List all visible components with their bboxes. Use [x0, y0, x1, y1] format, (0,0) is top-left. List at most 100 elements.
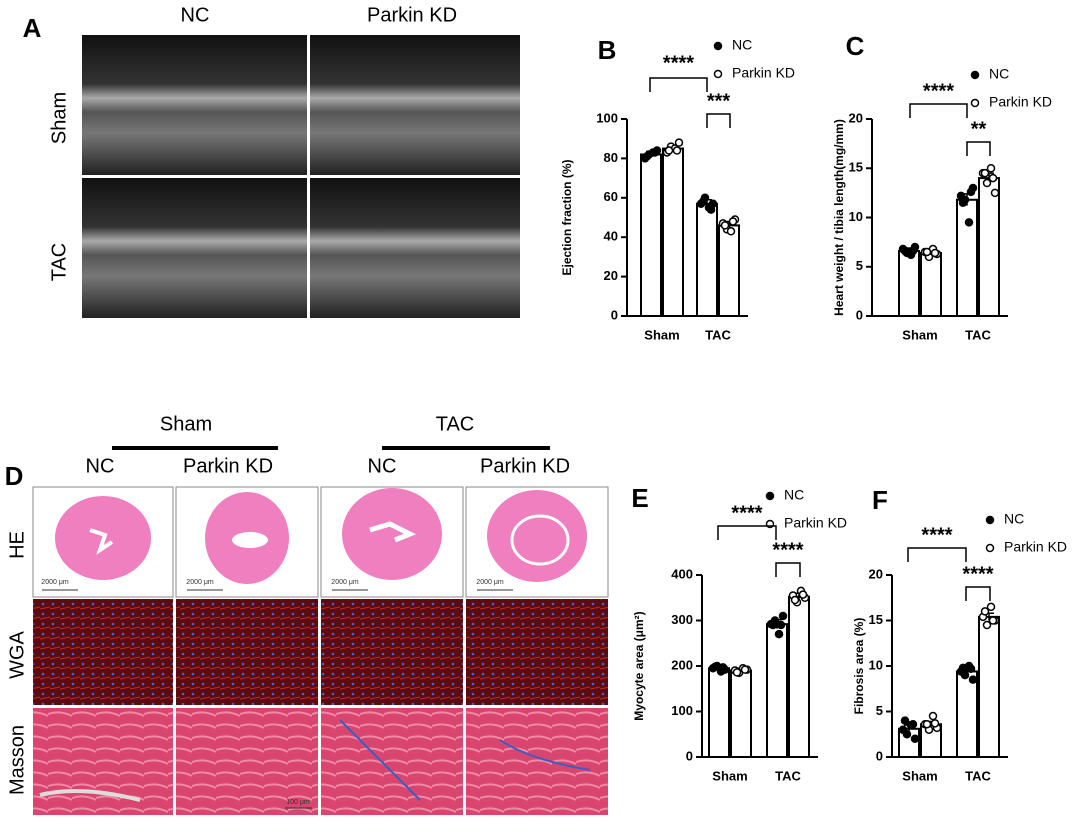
bar [788, 595, 810, 759]
panel-letter: E [631, 483, 648, 513]
legend-label: Parkin KD [1004, 539, 1067, 555]
row-label: Sham [48, 92, 70, 144]
data-point [726, 227, 736, 236]
y-tick-label: 300 [671, 612, 693, 627]
row-label: WGA [6, 630, 28, 678]
y-tick-label: 60 [604, 189, 618, 204]
data-point [930, 248, 940, 258]
scale-bar-label: 2000 μm [331, 579, 359, 586]
echo-images [82, 35, 520, 318]
data-point [900, 246, 910, 256]
y-tick-label: 400 [671, 566, 693, 581]
data-point [960, 670, 970, 680]
scale-bar-label: 2000 μm [476, 579, 504, 586]
group-label: TAC [436, 413, 475, 435]
data-point [728, 217, 738, 226]
data-point [988, 173, 998, 183]
data-point [988, 616, 998, 625]
column-label: Parkin KD [367, 4, 457, 26]
x-tick-label: Sham [712, 768, 747, 783]
data-point [958, 663, 968, 673]
bar [956, 670, 978, 759]
legend-label: Parkin KD [784, 515, 847, 531]
y-tick-label: 100 [671, 703, 693, 718]
y-tick-label: 0 [876, 748, 883, 763]
bar [708, 667, 730, 759]
x-tick-label: TAC [965, 327, 991, 342]
data-point [908, 719, 918, 729]
bar [696, 202, 718, 318]
significance-label: **** [772, 539, 803, 561]
y-tick-label: 5 [876, 703, 883, 718]
y-axis-label: Ejection fraction (%) [560, 159, 574, 275]
significance-label: **** [921, 524, 952, 546]
legend-marker [970, 98, 980, 108]
significance-label: **** [663, 52, 694, 74]
significance-bracket [965, 586, 991, 601]
data-point [710, 662, 720, 672]
data-point [900, 716, 910, 725]
row-label: Masson [6, 725, 28, 795]
y-axis-label: Fibrosis area (%) [852, 618, 866, 715]
y-tick-label: 5 [856, 258, 863, 273]
legend-marker [985, 543, 995, 553]
data-point [990, 188, 1000, 198]
column-label: NC [181, 4, 210, 26]
data-point [980, 168, 990, 178]
significance-label: *** [707, 90, 731, 112]
scale-bars [42, 589, 513, 809]
significance-bracket [966, 141, 991, 156]
legend-marker [985, 515, 995, 525]
data-point [982, 178, 992, 188]
histology-images [32, 486, 609, 815]
panel-letter: A [23, 13, 42, 43]
y-tick-label: 10 [869, 657, 883, 672]
significance-label: **** [731, 502, 762, 524]
y-tick-label: 100 [596, 110, 618, 125]
row-label: HE [6, 531, 28, 559]
data-point [966, 187, 976, 197]
data-point [774, 629, 784, 639]
data-point [732, 668, 742, 677]
bar [956, 198, 978, 318]
x-tick-label: Sham [644, 327, 679, 342]
bar [766, 623, 788, 759]
data-point [966, 664, 976, 673]
data-point [930, 719, 940, 728]
data-point [922, 719, 932, 729]
scale-bar-label: 2000 μm [41, 579, 69, 586]
data-point [986, 164, 996, 173]
data-point [958, 198, 968, 207]
y-axis-label: Heart weight / tibia length(mg/mm) [832, 119, 846, 316]
scale-bar-label: 2000 μm [186, 579, 214, 586]
y-tick-label: 40 [604, 229, 618, 244]
x-tick-label: Sham [902, 327, 937, 342]
legend-label: NC [989, 66, 1009, 82]
bar [978, 615, 1000, 758]
data-point [698, 197, 708, 206]
significance-bracket [907, 547, 967, 562]
data-point [964, 218, 974, 227]
data-point [986, 602, 996, 612]
scale-bar-label: 100 μm [286, 799, 310, 806]
group-label: Sham [160, 413, 212, 435]
legend-marker [765, 491, 775, 501]
bar [898, 249, 920, 318]
bar [662, 147, 684, 317]
column-label: Parkin KD [480, 455, 570, 477]
bar [640, 153, 662, 317]
data-point [922, 247, 932, 257]
legend-marker [713, 69, 723, 79]
x-tick-label: TAC [965, 768, 991, 783]
y-tick-label: 15 [849, 160, 863, 175]
bar [730, 669, 752, 758]
data-point [908, 246, 918, 256]
data-point [768, 620, 778, 630]
row-label: TAC [48, 243, 70, 282]
panel-letter: C [846, 31, 865, 61]
data-point [642, 152, 652, 161]
y-tick-label: 0 [686, 748, 693, 763]
significance-bracket [649, 77, 708, 92]
bar [978, 177, 1000, 317]
significance-label: **** [962, 563, 993, 585]
